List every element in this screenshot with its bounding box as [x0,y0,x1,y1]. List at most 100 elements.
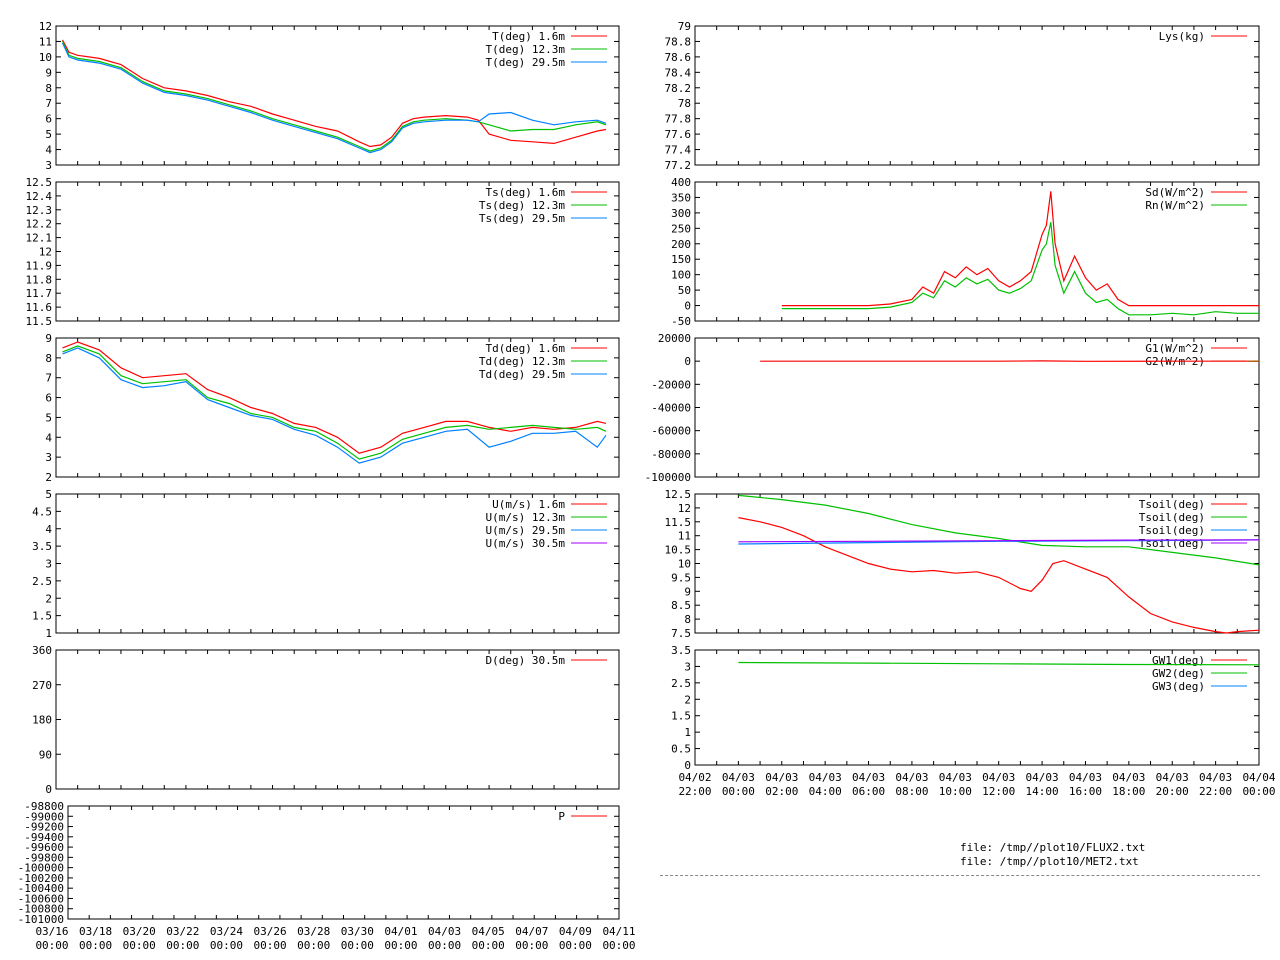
y-tick-label-Ts: 12.3 [26,204,53,217]
y-tick-label-Td: 6 [45,392,52,405]
y-tick-label-Ts: 12.2 [26,218,53,231]
y-tick-label-Rad: 300 [671,207,691,220]
x-tick-label-P: 00:00 [472,939,505,952]
x-tick-label-GW: 04/03 [1026,771,1059,784]
y-tick-label-Td: 8 [45,352,52,365]
plot-frame-Lys [694,25,1260,166]
y-tick-label-Lys: 78.2 [665,82,692,95]
y-tick-label-Rad: 250 [671,222,691,235]
legend-label-Tsoil: Tsoil(deg) [1139,498,1205,511]
x-tick-label-P: 00:00 [384,939,417,952]
series-line-GW-1 [738,661,1260,666]
y-tick-label-Ts: 12.4 [26,190,53,203]
y-tick-label-D: 180 [32,714,52,727]
legend-label-U: U(m/s) 30.5m [486,537,566,550]
x-tick-label-P: 00:00 [254,939,287,952]
x-tick-label-GW: 06:00 [852,785,885,798]
y-tick-label-Rad: 400 [671,176,691,189]
x-tick-label-P: 00:00 [428,939,461,952]
y-tick-label-U: 1.5 [32,610,52,623]
series-line-Td-0 [62,341,607,454]
x-tick-label-GW: 12:00 [982,785,1015,798]
y-tick-label-P: -99600 [24,841,64,854]
y-tick-label-U: 4 [45,523,52,536]
y-tick-label-GW: 3.5 [671,644,691,657]
x-tick-label-GW: 04/03 [1199,771,1232,784]
x-tick-label-P: 03/26 [254,925,287,938]
y-tick-label-D: 270 [32,679,52,692]
x-tick-label-GW: 04/03 [1069,771,1102,784]
series-line-T-0 [61,39,607,148]
y-tick-label-P: -100000 [18,862,64,875]
x-tick-label-P: 00:00 [166,939,199,952]
x-tick-label-P: 03/30 [341,925,374,938]
y-tick-label-GW: 0 [684,759,691,772]
legend-label-T: T(deg) 1.6m [492,30,565,43]
x-tick-label-GW: 08:00 [895,785,928,798]
x-tick-label-P: 00:00 [602,939,635,952]
y-tick-label-Td: 4 [45,431,52,444]
x-tick-label-P: 00:00 [515,939,548,952]
x-tick-label-GW: 00:00 [1242,785,1275,798]
x-tick-label-GW: 04/03 [852,771,885,784]
x-tick-label-P: 03/28 [297,925,330,938]
x-tick-label-GW: 04/03 [722,771,755,784]
x-tick-label-P: 03/24 [210,925,243,938]
y-tick-label-GW: 2.5 [671,677,691,690]
series-line-Tsoil-3 [738,539,1260,543]
y-tick-label-G: -100000 [645,471,691,484]
legend-label-Lys: Lys(kg) [1159,30,1205,43]
y-tick-label-G: 0 [684,355,691,368]
x-tick-label-P: 00:00 [297,939,330,952]
y-tick-label-T: 10 [39,51,52,64]
y-tick-label-G: 20000 [658,332,691,345]
y-tick-label-Tsoil: 9.5 [671,571,691,584]
x-tick-label-P: 00:00 [210,939,243,952]
y-tick-label-P: -99000 [24,810,64,823]
series-line-Td-1 [62,345,607,460]
y-tick-label-Lys: 78.4 [665,66,692,79]
y-tick-label-Tsoil: 10.5 [665,544,692,557]
y-tick-label-Ts: 11.8 [26,273,53,286]
y-tick-label-P: -99800 [24,851,64,864]
legend-label-Td: Td(deg) 1.6m [486,342,566,355]
legend-label-Rad: Rn(W/m^2) [1145,199,1205,212]
legend-label-Ts: Ts(deg) 1.6m [486,186,566,199]
x-tick-label-P: 00:00 [559,939,592,952]
y-tick-label-Tsoil: 10 [678,558,691,571]
y-tick-label-Ts: 11.7 [26,287,53,300]
footer-file-met: file: /tmp//plot10/MET2.txt [960,855,1139,868]
y-tick-label-Td: 3 [45,451,52,464]
legend-label-Ts: Ts(deg) 29.5m [479,212,565,225]
x-tick-label-GW: 02:00 [765,785,798,798]
series-line-T-1 [61,41,607,152]
x-tick-label-P: 03/20 [123,925,156,938]
legend-label-U: U(m/s) 1.6m [492,498,565,511]
y-tick-label-GW: 1.5 [671,710,691,723]
y-tick-label-U: 2.5 [32,575,52,588]
y-tick-label-P: -100800 [18,903,64,916]
legend-label-GW: GW1(deg) [1152,654,1205,667]
y-tick-label-Rad: 150 [671,253,691,266]
x-tick-label-GW: 22:00 [1199,785,1232,798]
y-tick-label-Tsoil: 8.5 [671,599,691,612]
y-tick-label-P: -100200 [18,872,64,885]
y-tick-label-U: 5 [45,488,52,501]
y-tick-label-Ts: 12.1 [26,232,53,245]
y-tick-label-Rad: 50 [678,284,691,297]
y-tick-label-Rad: 350 [671,191,691,204]
x-tick-label-P: 04/09 [559,925,592,938]
y-tick-label-Lys: 77.4 [665,144,692,157]
y-tick-label-G: -60000 [651,425,691,438]
y-tick-label-Lys: 77.2 [665,159,692,172]
y-tick-label-Tsoil: 7.5 [671,627,691,640]
y-tick-label-P: -99200 [24,821,64,834]
y-tick-label-U: 1 [45,627,52,640]
plot-frame-P [67,805,620,920]
y-tick-label-Ts: 12 [39,246,52,259]
x-tick-label-GW: 04/03 [982,771,1015,784]
y-tick-label-P: -100600 [18,892,64,905]
x-tick-label-GW: 20:00 [1156,785,1189,798]
y-tick-label-Lys: 77.8 [665,113,692,126]
